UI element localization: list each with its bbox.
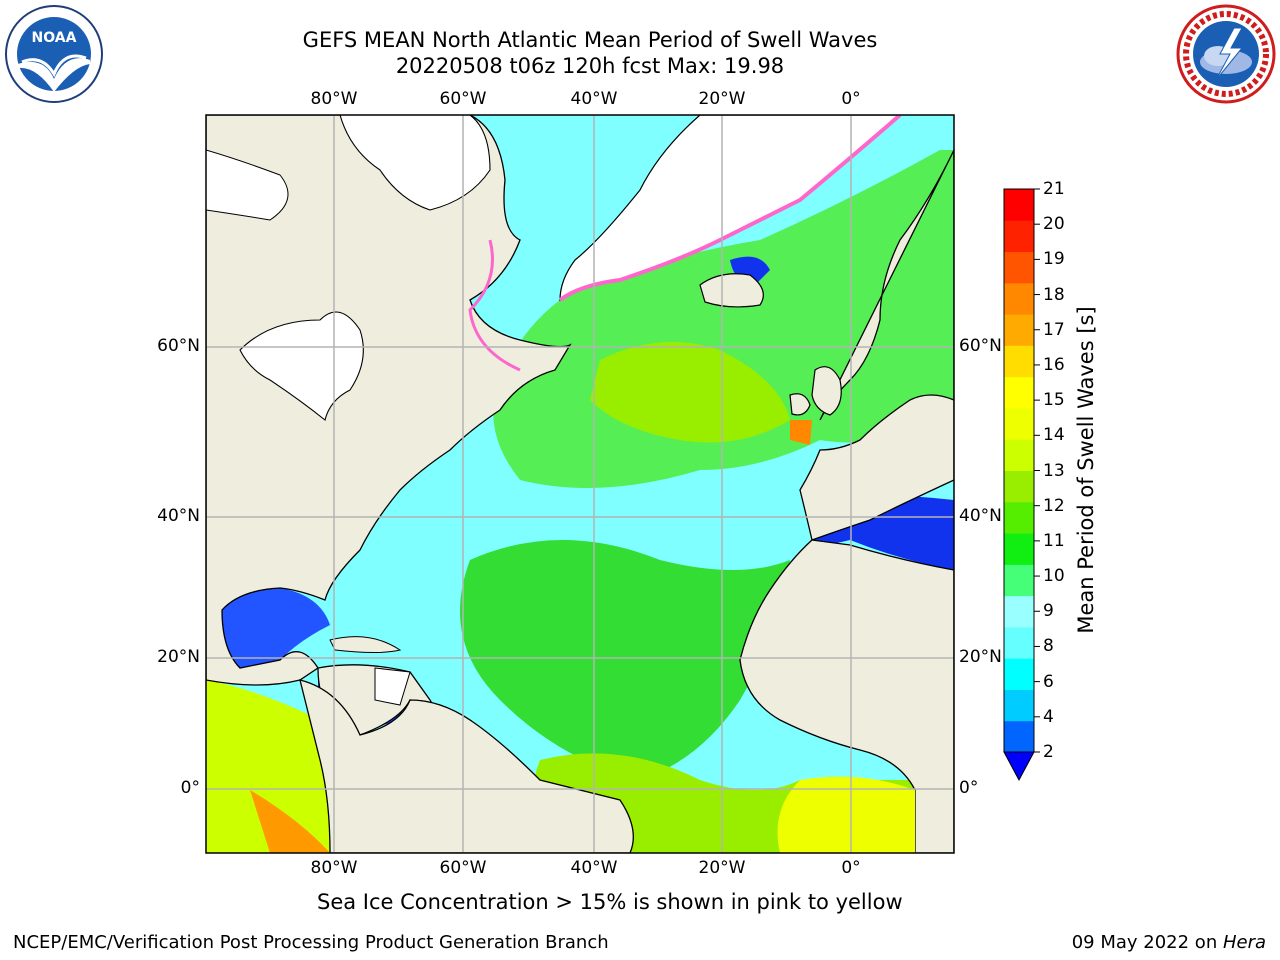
colorbar-segment [1004,720,1034,753]
colorbar-tick-label: 13 [1043,460,1065,481]
colorbar-segment [1004,564,1034,597]
lat-tick-left-40n: 40°N [157,506,200,526]
colorbar-tick-label: 17 [1043,319,1065,340]
colorbar-tick-label: 21 [1043,179,1065,199]
colorbar-segment [1004,626,1034,659]
footer-date: 09 May 2022 on [1071,932,1223,953]
colorbar-segments [1003,188,1035,782]
colorbar-tick-label: 15 [1043,390,1065,411]
footer-right: 09 May 2022 on Hera [1072,932,1266,953]
lon-tick-top-40w: 40°W [570,89,618,109]
lon-tick-top-80w: 80°W [310,89,358,109]
map-title-line2: 20220508 t06z 120h fcst Max: 19.98 [395,54,785,78]
colorbar-tick-label: 8 [1043,636,1054,657]
lat-tick-right-60n: 60°N [959,336,1002,356]
swell-field-central-north [590,342,790,443]
lat-tick-left-0: 0° [180,778,200,798]
lon-tick-bottom-40w: 40°W [570,858,618,878]
colorbar-tick-label: 16 [1043,354,1065,375]
europe-land [799,149,954,541]
gulf-of-mexico-swell [222,588,330,668]
sea-ice-edge-labrador [468,239,521,372]
hudson-bay-ice [239,311,364,421]
sea-ice-edge-greenland [558,115,902,302]
lat-tick-left-60n: 60°N [157,336,200,356]
colorbar-tick-label: 18 [1043,284,1065,305]
arctic-archipelago-ice [206,149,289,221]
map-frame [205,114,955,854]
colorbar [1003,188,1040,782]
colorbar-segment [1004,658,1034,690]
colorbar-segment [1004,189,1034,221]
colorbar-segment [1004,595,1034,628]
swell-field-tropical [460,540,790,780]
lon-tick-bottom-80w: 80°W [310,858,358,878]
lat-tick-right-0: 0° [959,778,979,798]
swell-field-pacific-high [250,790,330,853]
colorbar-tick-label: 9 [1043,601,1054,622]
africa-land [739,539,954,853]
map-title-line1: GEFS MEAN North Atlantic Mean Period of … [302,28,878,52]
lon-tick-top-20w: 20°W [698,89,746,109]
colorbar-tick-label: 20 [1043,214,1065,235]
swell-field-biscay [790,420,812,445]
cuba-land [329,636,402,653]
colorbar-tick-label: 19 [1043,249,1065,270]
colorbar-segment [1004,314,1034,346]
lon-tick-bottom-0: 0° [841,858,861,878]
colorbar-segment [1004,282,1034,315]
sea-ice-note: Sea Ice Concentration > 15% is shown in … [317,890,903,914]
lon-tick-top-0: 0° [841,89,861,109]
colorbar-segment [1004,501,1034,534]
lat-tick-right-40n: 40°N [959,506,1002,526]
colorbar-segment [1004,376,1034,409]
colorbar-segment [1004,251,1034,284]
swell-field-pacific [206,680,330,853]
great-britain-land [811,366,842,416]
colorbar-tick-label: 6 [1043,671,1054,692]
lon-tick-top-60w: 60°W [439,89,487,109]
colorbar-tick-label: 11 [1043,530,1065,551]
colorbar-segment [1004,345,1034,378]
colorbar-segment [1004,407,1034,440]
colorbar-under-arrow [1003,751,1035,782]
colorbar-segment [1004,439,1034,471]
graticule [206,115,954,853]
lat-tick-left-20n: 20°N [157,647,200,667]
gulf-of-guinea-swell [777,776,915,853]
caribbean-blank [374,667,411,706]
colorbar-segment [1004,470,1034,503]
lon-tick-bottom-60w: 60°W [439,858,487,878]
colorbar-segment [1004,689,1034,722]
footer-host: Hera [1222,932,1266,953]
lon-tick-bottom-20w: 20°W [698,858,746,878]
ireland-land [789,393,811,416]
colorbar-tick-label: 2 [1043,742,1054,762]
lat-tick-right-20n: 20°N [959,647,1002,667]
south-america-land [299,679,634,853]
colorbar-segment [1004,220,1034,253]
colorbar-tick-label: 12 [1043,495,1065,516]
colorbar-title: Mean Period of Swell Waves [s] [1074,306,1098,634]
colorbar-ticks [1034,188,1040,753]
colorbar-segment [1004,533,1034,565]
colorbar-tick-label: 10 [1043,566,1065,587]
iceland-land [699,273,764,308]
national-weather-service-logo [1176,4,1276,104]
noaa-logo: NOAA [5,5,103,103]
colorbar-tick-label: 14 [1043,425,1065,446]
noaa-logo-text: NOAA [32,30,77,46]
footer-left: NCEP/EMC/Verification Post Processing Pr… [13,932,609,953]
arctic-ice [339,115,491,211]
colorbar-tick-label: 4 [1043,706,1054,727]
